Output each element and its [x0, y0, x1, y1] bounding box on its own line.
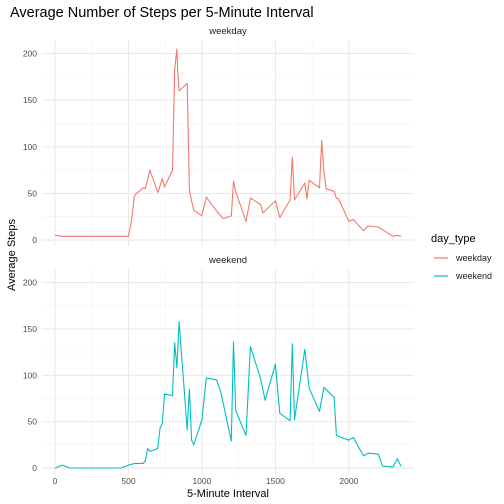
- x-axis-label: 5-Minute Interval: [187, 488, 269, 500]
- y-tick-label: 100: [23, 370, 37, 380]
- y-tick-label: 150: [23, 95, 37, 105]
- legend: day_type weekday weekend: [431, 233, 492, 281]
- x-tick-label: 500: [121, 476, 135, 486]
- y-tick-label: 50: [28, 188, 38, 198]
- y-tick-label: 200: [23, 49, 37, 59]
- series-line-weekday: [54, 48, 402, 237]
- legend-label-weekday: weekday: [455, 253, 492, 263]
- x-tick-label: 0: [53, 476, 58, 486]
- y-tick-label: 150: [23, 324, 37, 334]
- legend-label-weekend: weekend: [455, 271, 492, 281]
- y-tick-label: 200: [23, 278, 37, 288]
- y-tick-label: 50: [28, 417, 38, 427]
- y-axis-label: Average Steps: [6, 219, 18, 291]
- series-line-weekend: [54, 320, 402, 469]
- chart-title: Average Number of Steps per 5-Minute Int…: [10, 5, 314, 21]
- y-tick-label: 0: [32, 463, 37, 473]
- x-tick-label: 1500: [266, 476, 285, 486]
- x-tick-label: 2000: [339, 476, 358, 486]
- x-tick-label: 1000: [192, 476, 211, 486]
- panel-strip-label-weekend: weekend: [208, 255, 247, 266]
- y-tick-label: 100: [23, 142, 37, 152]
- y-tick-label: 0: [32, 235, 37, 245]
- legend-title: day_type: [431, 233, 476, 245]
- panel-strip-label-weekday: weekday: [208, 26, 247, 37]
- panel-weekday: 0 50 100 150 200: [23, 40, 414, 246]
